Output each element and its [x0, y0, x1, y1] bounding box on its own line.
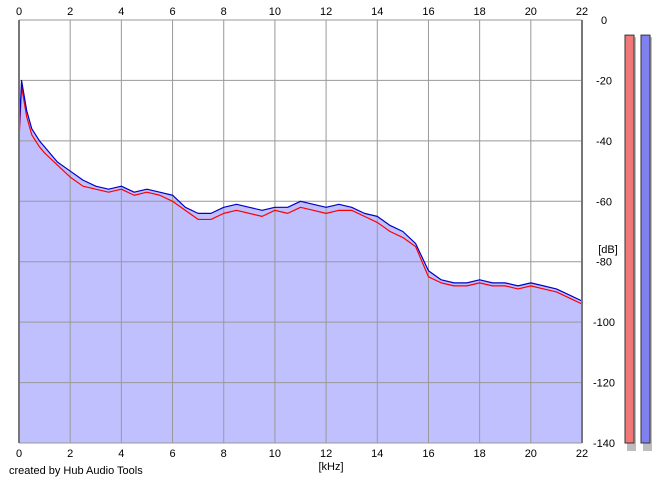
x-tick-label-bottom: 6 [169, 448, 175, 460]
y-tick-label: -20 [596, 75, 612, 87]
y-tick-label: -120 [593, 378, 615, 390]
x-tick-label-top: 6 [169, 6, 175, 18]
x-tick-label-bottom: 8 [221, 448, 227, 460]
y-tick-label: 0 [601, 15, 607, 27]
x-tick-label-bottom: 16 [422, 448, 434, 460]
x-tick-label-bottom: 4 [118, 448, 124, 460]
x-tick-label-top: 12 [320, 6, 332, 18]
x-tick-label-bottom: 10 [269, 448, 281, 460]
x-tick-label-top: 4 [118, 6, 124, 18]
x-tick-label-top: 16 [422, 6, 434, 18]
y-tick-label: -60 [596, 196, 612, 208]
x-tick-label-top: 0 [16, 6, 22, 18]
grid [18, 19, 583, 444]
x-axis-label: [kHz] [318, 461, 343, 473]
x-tick-label-bottom: 0 [16, 448, 22, 460]
series-line-left [18, 85, 583, 305]
x-tick-label-top: 22 [576, 6, 588, 18]
x-tick-label-top: 2 [67, 6, 73, 18]
y-tick-label: -80 [596, 257, 612, 269]
x-tick-label-bottom: 22 [576, 448, 588, 460]
x-tick-label-top: 18 [474, 6, 486, 18]
series-group [18, 79, 583, 305]
y-tick-label: -100 [593, 317, 615, 329]
x-tick-label-top: 10 [269, 6, 281, 18]
axes: 002244668810101212141416161818202022220-… [16, 6, 618, 473]
x-tick-label-bottom: 20 [525, 448, 537, 460]
x-tick-label-top: 14 [371, 6, 383, 18]
y-tick-label: -40 [596, 136, 612, 148]
level-meter-left [624, 34, 635, 444]
x-tick-label-bottom: 2 [67, 448, 73, 460]
y-tick-label: -140 [593, 438, 615, 450]
x-tick-label-bottom: 18 [474, 448, 486, 460]
y-axis-label: [dB] [598, 244, 618, 256]
level-meter-right [640, 34, 651, 444]
x-tick-label-bottom: 14 [371, 448, 383, 460]
x-tick-label-top: 20 [525, 6, 537, 18]
plot-area [19, 20, 582, 443]
x-tick-label-bottom: 12 [320, 448, 332, 460]
level-meters [624, 34, 652, 451]
x-tick-label-top: 8 [221, 6, 227, 18]
credit-text: created by Hub Audio Tools [9, 465, 143, 477]
series-line-right [18, 79, 583, 302]
